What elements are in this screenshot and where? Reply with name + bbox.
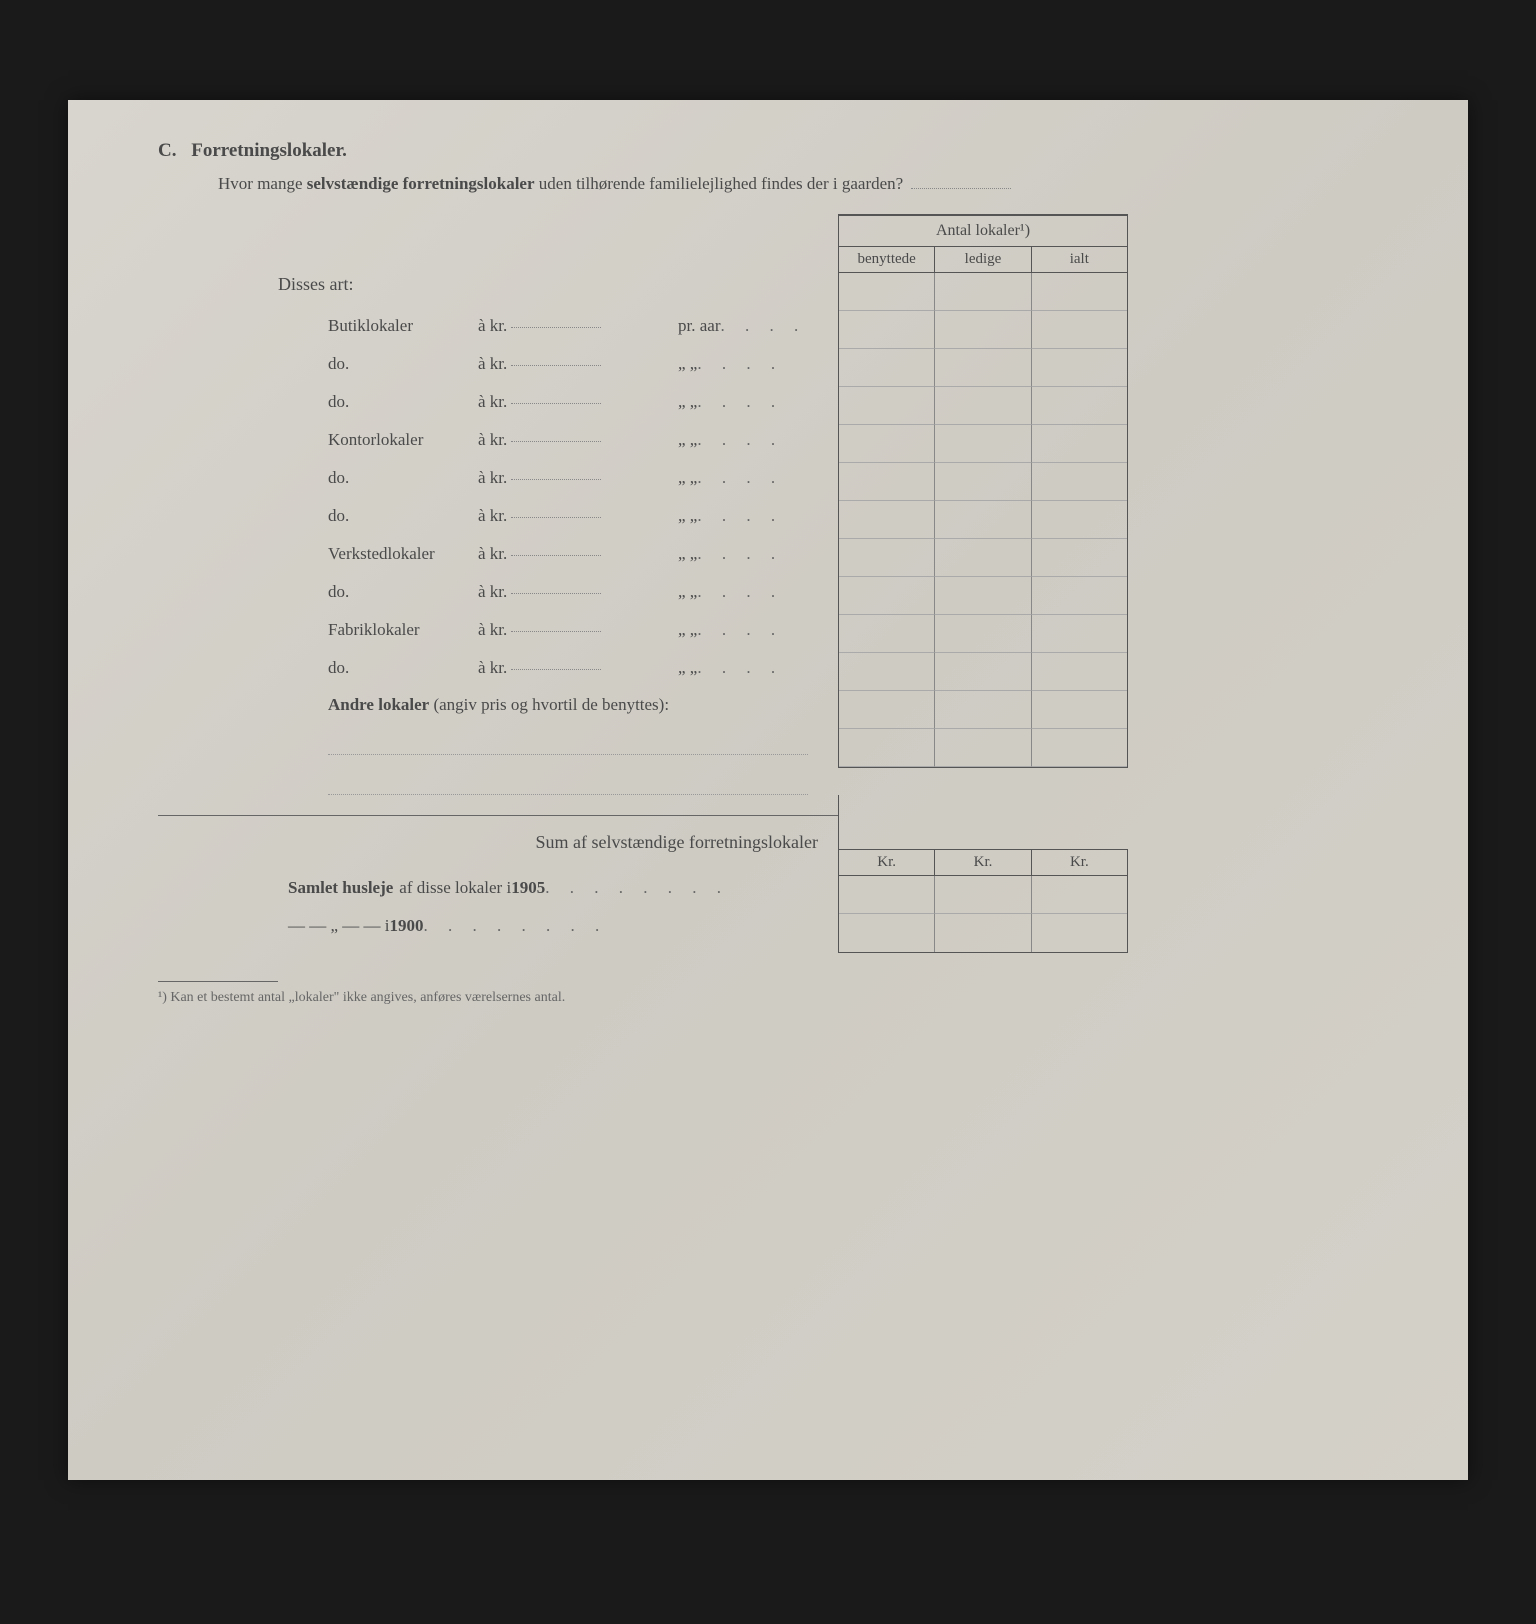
row-suffix: „ „ <box>678 582 697 602</box>
row-label: do. <box>328 468 478 488</box>
table-row <box>839 876 1127 914</box>
footnote: ¹) Kan et bestemt antal „lokaler" ikke a… <box>158 990 1378 1006</box>
row-fabrik-2: do. à kr. „ „ . . . . <box>328 649 838 687</box>
section-letter: C. <box>158 140 176 162</box>
row-butik-1: Butiklokaler à kr. pr. aar . . . . <box>328 307 838 345</box>
samlet-1905: Samlet husleje af disse lokaler i 1905 .… <box>288 869 838 907</box>
row-kr: à kr. <box>478 468 678 488</box>
samlet-mid: af disse lokaler i <box>399 878 511 898</box>
answer-blank <box>911 188 1011 189</box>
bottom-section: Sum af selvstændige forretningslokaler S… <box>158 795 1378 953</box>
question-suffix: uden tilhørende familielejlighed findes … <box>535 174 904 193</box>
row-suffix: „ „ <box>678 392 697 412</box>
question-prefix: Hvor mange <box>218 174 307 193</box>
question-line: Hvor mange selvstændige forretningslokal… <box>218 174 1378 194</box>
col-ialt: ialt <box>1032 247 1127 272</box>
samlet-dash: — — „ — — i <box>288 916 390 936</box>
row-label: do. <box>328 354 478 374</box>
kr-cell: Kr. <box>1032 850 1127 875</box>
footnote-divider <box>158 981 278 982</box>
row-kontor-3: do. à kr. „ „ . . . . <box>328 497 838 535</box>
table-row <box>839 501 1127 539</box>
row-label: Butiklokaler <box>328 316 478 336</box>
count-table: Antal lokaler¹) benyttede ledige ialt <box>838 214 1128 768</box>
row-label: Fabriklokaler <box>328 620 478 640</box>
table-row <box>839 729 1127 767</box>
blank-line-1 <box>328 725 808 755</box>
row-suffix: „ „ <box>678 658 697 678</box>
right-column: Antal lokaler¹) benyttede ledige ialt <box>838 214 1128 795</box>
table-row <box>839 691 1127 729</box>
row-verksted-1: Verkstedlokaler à kr. „ „ . . . . <box>328 535 838 573</box>
sum-row: Sum af selvstændige forretningslokaler <box>158 815 838 869</box>
table-row <box>839 653 1127 691</box>
row-butik-3: do. à kr. „ „ . . . . <box>328 383 838 421</box>
andre-paren: (angiv pris og hvortil de benyttes): <box>433 695 669 714</box>
andre-row: Andre lokaler (angiv pris og hvortil de … <box>328 695 838 715</box>
section-header: C. Forretningslokaler. <box>158 140 1378 162</box>
section-title: Forretningslokaler. <box>191 140 347 162</box>
row-suffix: „ „ <box>678 468 697 488</box>
row-label: do. <box>328 506 478 526</box>
samlet-year2: 1900 <box>390 916 424 936</box>
table-row <box>839 914 1127 952</box>
table-row <box>839 539 1127 577</box>
row-label: do. <box>328 392 478 412</box>
bottom-left: Sum af selvstændige forretningslokaler S… <box>158 795 838 953</box>
table-row <box>839 425 1127 463</box>
row-kr: à kr. <box>478 582 678 602</box>
document-page: C. Forretningslokaler. Hvor mange selvst… <box>68 100 1468 1480</box>
row-kr: à kr. <box>478 392 678 412</box>
row-suffix: pr. aar <box>678 316 720 336</box>
row-kontor-1: Kontorlokaler à kr. „ „ . . . . <box>328 421 838 459</box>
row-kr: à kr. <box>478 620 678 640</box>
table-header-cols: benyttede ledige ialt <box>839 247 1127 273</box>
kr-cell: Kr. <box>935 850 1031 875</box>
table-header-main: Antal lokaler¹) <box>839 216 1127 247</box>
col-benyttede: benyttede <box>839 247 935 272</box>
left-column: Disses art: Butiklokaler à kr. pr. aar .… <box>158 214 838 795</box>
row-label: do. <box>328 582 478 602</box>
samlet-1900: — — „ — — i 1900 . . . . . . . . <box>288 907 838 945</box>
samlet-prefix: Samlet husleje <box>288 878 393 898</box>
row-kr: à kr. <box>478 506 678 526</box>
row-label: Kontorlokaler <box>328 430 478 450</box>
row-suffix: „ „ <box>678 506 697 526</box>
table-row <box>839 463 1127 501</box>
row-suffix: „ „ <box>678 354 697 374</box>
blank-line-2 <box>328 765 808 795</box>
row-kr: à kr. <box>478 354 678 374</box>
row-kr: à kr. <box>478 430 678 450</box>
row-verksted-2: do. à kr. „ „ . . . . <box>328 573 838 611</box>
kr-cell: Kr. <box>839 850 935 875</box>
row-kr: à kr. <box>478 316 678 336</box>
row-label: Verkstedlokaler <box>328 544 478 564</box>
row-butik-2: do. à kr. „ „ . . . . <box>328 345 838 383</box>
table-row <box>839 387 1127 425</box>
row-kr: à kr. <box>478 658 678 678</box>
table-row <box>839 615 1127 653</box>
table-row <box>839 273 1127 311</box>
col-ledige: ledige <box>935 247 1031 272</box>
table-row <box>839 311 1127 349</box>
question-bold: selvstændige forretningslokaler <box>307 174 535 193</box>
kr-value-table <box>838 876 1128 953</box>
row-suffix: „ „ <box>678 544 697 564</box>
bottom-right: Kr. Kr. Kr. <box>838 795 1128 953</box>
main-content: Disses art: Butiklokaler à kr. pr. aar .… <box>158 214 1378 795</box>
row-label: do. <box>328 658 478 678</box>
row-kontor-2: do. à kr. „ „ . . . . <box>328 459 838 497</box>
samlet-year1: 1905 <box>511 878 545 898</box>
kr-header-row: Kr. Kr. Kr. <box>838 849 1128 876</box>
row-fabrik-1: Fabriklokaler à kr. „ „ . . . . <box>328 611 838 649</box>
row-kr: à kr. <box>478 544 678 564</box>
row-suffix: „ „ <box>678 430 697 450</box>
table-row <box>839 577 1127 615</box>
andre-label: Andre lokaler <box>328 695 429 714</box>
table-row <box>839 349 1127 387</box>
row-suffix: „ „ <box>678 620 697 640</box>
disses-art-label: Disses art: <box>278 274 838 295</box>
